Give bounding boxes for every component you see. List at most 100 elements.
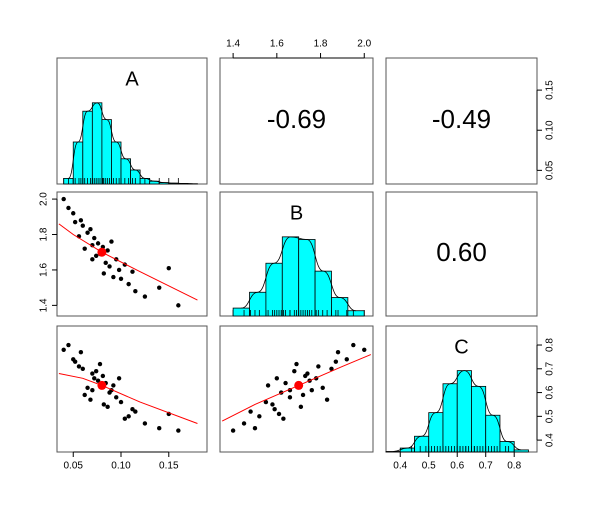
histogram-bar [111,141,122,185]
axis-tick-label: 0.4 [393,461,407,472]
scatter-point [133,289,138,294]
density-curve [241,236,357,312]
scatter-point [320,385,325,391]
histogram-bar [298,239,316,317]
scatter-point [90,371,95,376]
scatter-point [116,267,122,273]
scatter-point [76,364,82,369]
scatter-point [78,218,84,223]
scatter-point [248,409,253,414]
scatter-point [111,383,116,388]
scatter-point [241,421,247,426]
histogram-bar [385,451,401,453]
scatter-point [93,253,99,258]
scatter-point [90,257,95,262]
axis-tick-label: 1.6 [270,39,284,50]
histogram-bar [120,158,131,185]
scatter-point [316,364,321,369]
scatter-point [263,399,269,405]
scatter-point [90,242,95,248]
correlation-label: 0.60 [436,237,487,267]
scatter-point [114,395,119,400]
axis-tick-label: 0.10 [545,120,556,140]
scatter-point [101,271,107,276]
scatter-point [92,376,97,381]
axis-tick-label: 0.4 [545,433,556,447]
scatter-point [272,407,277,412]
scatter-point [292,368,297,374]
histogram-bar [265,262,283,317]
scatter-point [351,342,356,348]
scatter-point [344,357,349,362]
correlation-label: -0.69 [267,104,326,134]
scatter-point [66,342,71,348]
scatter-point [61,347,66,352]
axis-tick-label: 2.0 [39,192,50,206]
axis-tick-label: 0.5 [422,461,436,472]
axis-tick-label: 0.15 [545,80,556,100]
scatter-point [93,368,99,374]
scatter-point [176,303,181,308]
scatter-point [142,294,148,299]
scatter-point [176,428,181,433]
scatter-point [126,281,131,287]
scatter-point [281,416,286,421]
axis-tick-label: 0.7 [545,361,556,375]
axis-tick-label: 0.8 [545,338,556,352]
scatter-point [66,205,71,211]
scatter-point [122,416,128,421]
scatter-point [105,404,110,410]
histogram-bar [232,307,250,317]
scatter-point [118,276,124,281]
density-curve [393,370,522,452]
scatter-point [142,421,148,426]
scatter-point [72,219,78,225]
axis-tick-label: 0.10 [111,461,131,472]
scatter-point [109,239,114,244]
correlation-label: -0.49 [432,104,491,134]
scatter-point [105,248,110,253]
scatter-point [95,241,101,246]
panel-frame [56,325,208,453]
scatter-point [300,392,306,398]
variable-name: C [454,336,468,358]
axis-tick-label: 1.8 [314,39,328,50]
histogram-bar [82,110,93,185]
axis-tick-label: 0.6 [545,385,556,399]
scatter-point [166,265,171,271]
mean-point [97,247,107,257]
axis-tick-label: 0.6 [450,461,464,472]
mean-point [294,380,304,390]
scatter-point [80,366,85,371]
scatter-point [303,373,308,379]
scatter-point [333,359,339,364]
panel-frame [219,325,374,453]
scatter-point [274,376,280,381]
axis-tick-label: 0.05 [64,461,84,472]
variable-name: A [125,68,139,90]
histogram-bar [281,236,300,317]
scatter-point [265,383,271,388]
histogram-bar [91,102,103,185]
scatter-point [287,395,293,400]
scatter-point [257,414,262,419]
histogram-bar [101,119,112,185]
axis-tick-label: 0.7 [479,461,493,472]
scatter-point [82,392,87,398]
histogram-bar [347,310,365,317]
axis-tick-label: 2.0 [357,39,371,50]
axis-tick-label: 1.4 [226,39,240,50]
scatter-point [362,347,367,352]
axis-tick-label: 1.8 [39,227,50,241]
histogram-bar [471,385,487,453]
scatter-point [71,211,76,216]
scatter-point [270,402,275,407]
density-curve [68,102,193,185]
axis-tick-label: 0.8 [507,461,521,472]
scatter-point [61,196,66,202]
scatter-point [294,361,299,367]
scatter-point [118,399,124,405]
axis-tick-label: 0.15 [159,461,179,472]
scatter-point [78,349,84,355]
